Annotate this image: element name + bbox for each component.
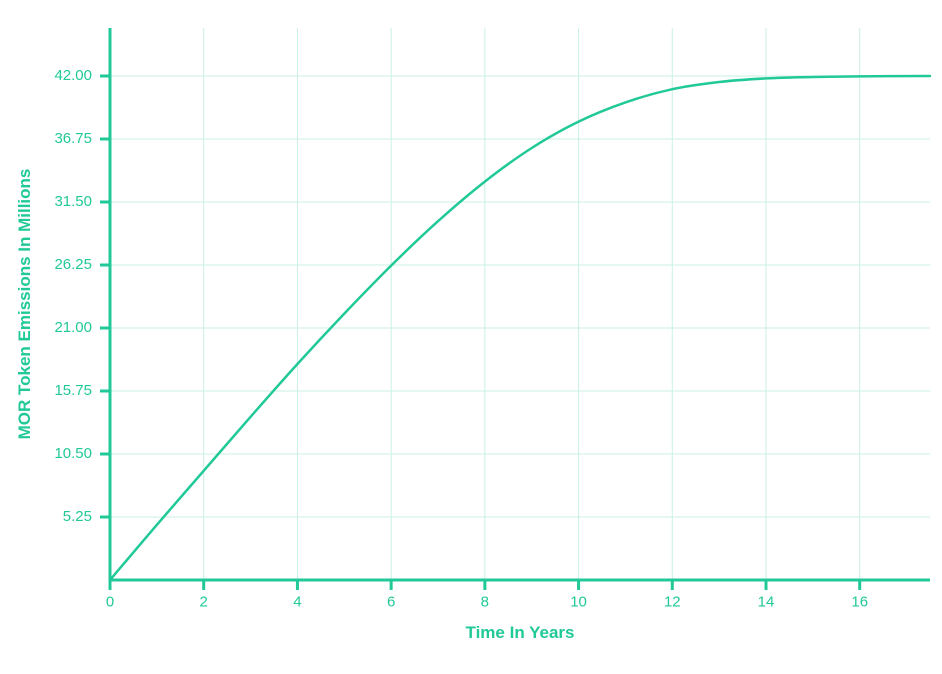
x-tick-label: 10 (570, 593, 587, 610)
y-tick-label: 21.00 (54, 319, 92, 336)
y-tick-label: 31.50 (54, 193, 92, 210)
x-tick-label: 0 (106, 593, 114, 610)
x-tick-label: 12 (664, 593, 681, 610)
y-tick-label: 10.50 (54, 445, 92, 462)
x-tick-label: 2 (200, 593, 208, 610)
y-axis-title: MOR Token Emissions In Millions (15, 169, 34, 440)
y-tick-label: 15.75 (54, 382, 92, 399)
y-tick-label: 26.25 (54, 256, 92, 273)
x-axis-title: Time In Years (466, 623, 575, 642)
x-tick-label: 6 (387, 593, 395, 610)
chart-svg: 5.25 10.50 15.75 21.00 26.25 31.50 36.75 42.00 0… (0, 0, 942, 674)
y-tick-label: 36.75 (54, 130, 92, 147)
y-tick-label: 5.25 (63, 508, 92, 525)
x-tick-label: 8 (481, 593, 489, 610)
x-tick-label: 14 (758, 593, 775, 610)
emissions-chart: 5.25 10.50 15.75 21.00 26.25 31.50 36.75 42.00 0… (0, 0, 942, 674)
y-tick-label: 42.00 (54, 67, 92, 84)
x-tick-label: 16 (851, 593, 868, 610)
x-tick-label: 4 (293, 593, 301, 610)
